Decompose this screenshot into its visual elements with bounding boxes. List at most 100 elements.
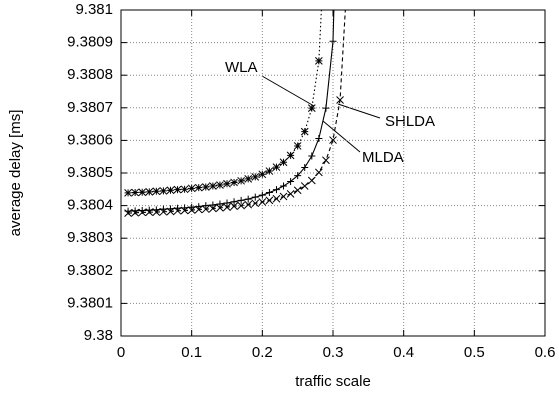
- data-point: [300, 127, 309, 136]
- plot-area: [124, 10, 346, 217]
- data-point: [216, 204, 224, 212]
- data-point: [322, 104, 330, 112]
- annotation: SHLDA: [385, 113, 435, 130]
- data-point: [138, 208, 147, 217]
- annotation-leader: [322, 120, 361, 153]
- data-point: [286, 190, 295, 198]
- data-point: [237, 196, 245, 204]
- data-point: [244, 200, 253, 209]
- data-point: [301, 163, 309, 171]
- y-tick-label: 9.3807: [67, 99, 113, 116]
- data-point: [194, 205, 203, 214]
- data-point: [307, 104, 316, 112]
- data-point: [216, 181, 224, 189]
- data-point: [180, 206, 189, 215]
- data-point: [209, 204, 217, 213]
- x-tick-label: 0.2: [252, 344, 273, 361]
- annotation-leader: [261, 75, 315, 107]
- data-point: [223, 203, 231, 212]
- data-point: [258, 198, 267, 206]
- data-point: [124, 209, 132, 217]
- data-point: [251, 199, 260, 208]
- data-point: [300, 182, 309, 190]
- data-point: [315, 168, 323, 177]
- data-point: [272, 163, 281, 171]
- data-point: [272, 186, 280, 194]
- data-point: [329, 37, 337, 45]
- x-tick-label: 0.4: [393, 344, 414, 361]
- data-point: [308, 152, 316, 160]
- data-point: [223, 199, 231, 207]
- y-axis-label: average delay [ms]: [7, 110, 24, 237]
- data-point: [216, 200, 224, 208]
- data-point: [230, 202, 238, 211]
- data-point: [173, 185, 182, 194]
- data-point: [166, 207, 175, 216]
- data-point: [286, 151, 295, 160]
- data-point: [187, 184, 196, 193]
- data-point: [187, 206, 196, 215]
- data-point: [265, 196, 274, 205]
- data-point: [329, 136, 337, 144]
- data-point: [244, 175, 253, 183]
- y-tick-label: 9.3806: [67, 131, 113, 148]
- y-tick-label: 9.3805: [67, 164, 113, 181]
- data-point: [180, 185, 189, 194]
- data-point: [131, 208, 139, 217]
- data-point: [145, 188, 154, 196]
- data-point: [152, 187, 161, 196]
- data-point: [336, 96, 344, 104]
- data-point: [244, 195, 252, 203]
- y-tick-label: 9.3809: [67, 34, 113, 51]
- y-tick-label: 9.3802: [67, 262, 113, 279]
- data-point: [194, 183, 203, 192]
- series-line: [128, 10, 346, 214]
- data-point: [202, 202, 210, 210]
- data-point: [237, 201, 245, 210]
- data-point: [201, 183, 210, 191]
- annotation: WLA: [225, 59, 258, 76]
- data-point: [272, 194, 281, 203]
- x-tick-label: 0.6: [535, 344, 556, 361]
- data-point: [294, 172, 302, 180]
- data-point: [307, 176, 316, 185]
- data-point: [315, 57, 323, 65]
- plot-frame: [120, 9, 546, 337]
- x-tick-label: 0.3: [323, 344, 344, 361]
- data-point: [322, 156, 330, 165]
- y-tick-label: 9.381: [75, 1, 113, 18]
- data-point: [201, 205, 210, 214]
- data-point: [145, 208, 154, 216]
- data-point: [293, 186, 302, 195]
- data-point: [131, 188, 139, 197]
- data-point: [293, 142, 302, 150]
- y-tick-label: 9.3804: [67, 197, 113, 214]
- data-point: [173, 206, 182, 215]
- data-point: [251, 193, 259, 201]
- data-point: [279, 158, 288, 167]
- x-axis-label: traffic scale: [295, 373, 371, 390]
- data-point: [209, 201, 217, 209]
- data-point: [280, 182, 288, 190]
- data-point: [258, 170, 267, 179]
- annotation: MLDA: [362, 149, 404, 166]
- data-point: [279, 192, 288, 201]
- data-point: [251, 173, 260, 181]
- data-point: [152, 208, 161, 216]
- data-point: [159, 207, 168, 216]
- data-point: [230, 198, 238, 206]
- data-point: [237, 176, 245, 185]
- series-line: [128, 10, 322, 194]
- data-point: [209, 182, 217, 190]
- data-point: [265, 167, 274, 175]
- data-point: [166, 186, 175, 195]
- y-tick-label: 9.38: [84, 327, 113, 344]
- data-point: [138, 188, 147, 197]
- data-point: [287, 177, 295, 185]
- y-tick-label: 9.3808: [67, 66, 113, 83]
- y-tick-label: 9.3801: [67, 294, 113, 311]
- y-tick-label: 9.3803: [67, 229, 113, 246]
- x-tick-label: 0.1: [181, 344, 202, 361]
- x-tick-label: 0: [117, 344, 125, 361]
